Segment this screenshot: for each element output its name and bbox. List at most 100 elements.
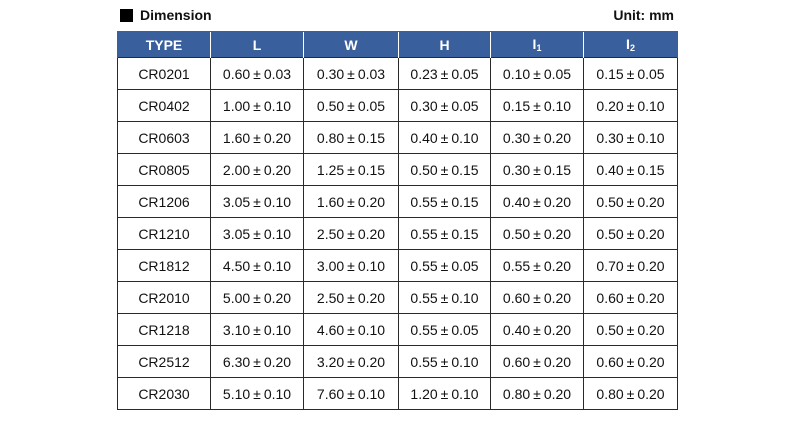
tolerance-value: 0.10 <box>263 257 292 274</box>
nominal-value: 5.10 <box>222 385 251 402</box>
tolerance-value: 0.20 <box>637 257 665 274</box>
plus-minus-symbol: ± <box>253 353 261 370</box>
tolerance-value: 0.20 <box>357 289 386 306</box>
column-header-i2: I2 <box>583 31 678 58</box>
column-header-subscript: 1 <box>536 43 542 53</box>
nominal-value: 3.05 <box>222 225 251 242</box>
column-header-label: TYPE <box>145 36 183 53</box>
plus-minus-symbol: ± <box>533 161 541 178</box>
tolerance-value: 0.20 <box>543 225 572 242</box>
plus-minus-symbol: ± <box>440 289 449 306</box>
tolerance-value: 0.10 <box>357 385 386 402</box>
nominal-value: 0.55 <box>410 257 438 274</box>
tolerance-value: 0.15 <box>451 225 479 242</box>
plus-minus-symbol: ± <box>626 225 635 242</box>
dimension-cell: 2.00 ±0.20 <box>210 153 304 186</box>
tolerance-value: 0.20 <box>357 193 386 210</box>
tolerance-value: 0.15 <box>451 161 479 178</box>
unit-label: Unit: mm <box>613 7 674 23</box>
nominal-value: 0.60 <box>596 353 624 370</box>
tolerance-value: 0.20 <box>263 161 292 178</box>
nominal-value: 3.20 <box>316 353 345 370</box>
dimension-cell: 0.40 ±0.10 <box>398 121 491 154</box>
nominal-value: 2.00 <box>222 161 251 178</box>
nominal-value: 0.50 <box>316 97 345 114</box>
plus-minus-symbol: ± <box>626 193 635 210</box>
tolerance-value: 0.10 <box>357 321 386 338</box>
plus-minus-symbol: ± <box>626 321 635 338</box>
dimension-cell: 5.10 ±0.10 <box>210 377 304 410</box>
plus-minus-symbol: ± <box>347 257 355 274</box>
tolerance-value: 0.20 <box>637 193 665 210</box>
nominal-value: 1.25 <box>316 161 345 178</box>
nominal-value: 0.60 <box>502 353 531 370</box>
plus-minus-symbol: ± <box>440 257 449 274</box>
plus-minus-symbol: ± <box>253 257 261 274</box>
plus-minus-symbol: ± <box>626 353 635 370</box>
tolerance-value: 0.10 <box>263 193 292 210</box>
dimension-cell: 0.50 ±0.20 <box>583 185 678 218</box>
column-header-label: L <box>252 36 262 53</box>
column-header-h: H <box>398 31 491 58</box>
column-header-label: I <box>626 36 630 52</box>
plus-minus-symbol: ± <box>347 161 355 178</box>
dimension-cell: 5.00 ±0.20 <box>210 281 304 314</box>
plus-minus-symbol: ± <box>440 65 449 82</box>
table-row: CR0603 1.60 ±0.20 0.80 ±0.15 0.40 ±0.10 0.30 ±0.… <box>117 121 678 154</box>
nominal-value: 0.80 <box>316 129 345 146</box>
plus-minus-symbol: ± <box>626 385 635 402</box>
plus-minus-symbol: ± <box>253 129 261 146</box>
plus-minus-symbol: ± <box>253 225 261 242</box>
nominal-value: 4.60 <box>316 321 345 338</box>
plus-minus-symbol: ± <box>347 193 355 210</box>
plus-minus-symbol: ± <box>440 161 449 178</box>
dimension-cell: 0.60 ±0.20 <box>583 345 678 378</box>
tolerance-value: 0.10 <box>637 129 665 146</box>
nominal-value: 0.55 <box>410 321 438 338</box>
dimension-cell: 0.23 ±0.05 <box>398 57 491 90</box>
table-body: CR0201 0.60 ±0.03 0.30 ±0.03 0.23 ±0.05 0.10 ±0.… <box>117 57 678 410</box>
plus-minus-symbol: ± <box>533 353 541 370</box>
dimension-cell: 0.20 ±0.10 <box>583 89 678 122</box>
plus-minus-symbol: ± <box>253 97 261 114</box>
type-cell: CR2512 <box>117 345 211 378</box>
dimension-cell: 1.00 ±0.10 <box>210 89 304 122</box>
tolerance-value: 0.20 <box>543 289 572 306</box>
dimension-cell: 3.10 ±0.10 <box>210 313 304 346</box>
plus-minus-symbol: ± <box>440 225 449 242</box>
dimension-cell: 1.20 ±0.10 <box>398 377 491 410</box>
nominal-value: 0.20 <box>596 97 624 114</box>
plus-minus-symbol: ± <box>440 385 449 402</box>
nominal-value: 0.55 <box>410 353 438 370</box>
table-row: CR2030 5.10 ±0.10 7.60 ±0.10 1.20 ±0.10 0.80 ±0.… <box>117 377 678 410</box>
dimension-cell: 0.60 ±0.20 <box>490 345 584 378</box>
tolerance-value: 0.20 <box>263 129 292 146</box>
plus-minus-symbol: ± <box>626 289 635 306</box>
tolerance-value: 0.20 <box>637 225 665 242</box>
tolerance-value: 0.10 <box>263 385 292 402</box>
column-header-label: H <box>439 36 450 53</box>
nominal-value: 0.80 <box>502 385 531 402</box>
dimension-cell: 0.55 ±0.10 <box>398 345 491 378</box>
table-row: CR2010 5.00 ±0.20 2.50 ±0.20 0.55 ±0.10 0.60 ±0.… <box>117 281 678 314</box>
nominal-value: 0.55 <box>410 289 438 306</box>
nominal-value: 0.23 <box>410 65 438 82</box>
dimension-cell: 0.55 ±0.20 <box>490 249 584 282</box>
plus-minus-symbol: ± <box>347 225 355 242</box>
type-cell: CR2030 <box>117 377 211 410</box>
nominal-value: 7.60 <box>316 385 345 402</box>
dimension-cell: 0.80 ±0.20 <box>490 377 584 410</box>
type-cell: CR2010 <box>117 281 211 314</box>
tolerance-value: 0.20 <box>357 353 386 370</box>
type-cell: CR1812 <box>117 249 211 282</box>
nominal-value: 5.00 <box>222 289 251 306</box>
plus-minus-symbol: ± <box>347 97 355 114</box>
column-header-label: W <box>344 36 358 53</box>
column-header-type: TYPE <box>117 31 211 58</box>
tolerance-value: 0.20 <box>357 225 386 242</box>
plus-minus-symbol: ± <box>626 161 635 178</box>
type-cell: CR0201 <box>117 57 211 90</box>
tolerance-value: 0.05 <box>357 97 386 114</box>
plus-minus-symbol: ± <box>253 321 261 338</box>
plus-minus-symbol: ± <box>347 289 355 306</box>
